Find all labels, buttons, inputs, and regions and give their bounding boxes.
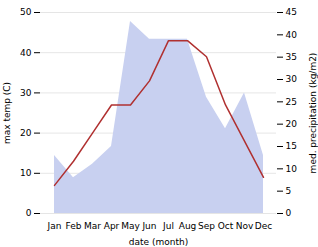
svg-text:Apr: Apr	[104, 221, 120, 231]
svg-text:15: 15	[286, 141, 297, 151]
svg-text:Jul: Jul	[162, 221, 174, 231]
svg-text:30: 30	[20, 88, 32, 98]
svg-text:10: 10	[20, 168, 32, 178]
svg-text:50: 50	[20, 7, 32, 17]
svg-text:Oct: Oct	[218, 221, 234, 231]
svg-text:40: 40	[20, 48, 32, 58]
svg-text:Jan: Jan	[47, 221, 62, 231]
svg-text:med. precipitation (kg/m2): med. precipitation (kg/m2)	[308, 53, 318, 174]
svg-text:0: 0	[26, 208, 32, 218]
svg-text:May: May	[121, 221, 140, 231]
svg-text:40: 40	[286, 30, 298, 40]
svg-text:0: 0	[286, 208, 292, 218]
svg-text:45: 45	[286, 7, 297, 17]
svg-text:30: 30	[286, 74, 298, 84]
svg-text:10: 10	[286, 164, 298, 174]
svg-text:5: 5	[286, 186, 292, 196]
svg-text:Feb: Feb	[66, 221, 82, 231]
svg-text:Aug: Aug	[179, 221, 197, 231]
svg-text:Mar: Mar	[84, 221, 101, 231]
svg-text:Jun: Jun	[141, 221, 156, 231]
svg-text:20: 20	[286, 119, 298, 129]
svg-text:date (month): date (month)	[129, 237, 188, 247]
svg-text:max temp (C): max temp (C)	[2, 82, 12, 144]
svg-text:Sep: Sep	[198, 221, 215, 231]
svg-text:Dec: Dec	[255, 221, 272, 231]
svg-text:25: 25	[286, 97, 297, 107]
svg-text:Nov: Nov	[236, 221, 254, 231]
svg-text:20: 20	[20, 128, 32, 138]
svg-text:35: 35	[286, 52, 297, 62]
